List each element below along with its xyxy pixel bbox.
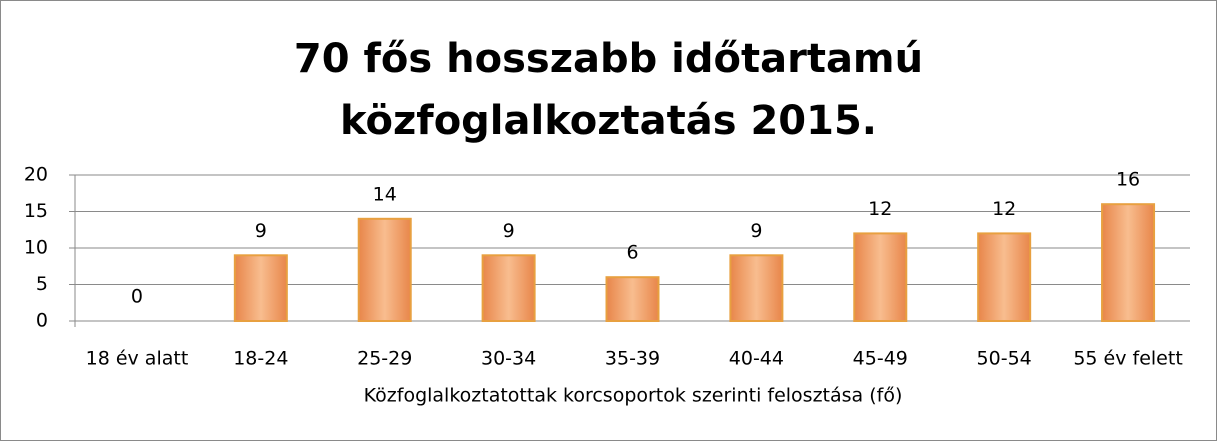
x-tick-label: 25-29 [357,348,412,370]
x-tick-label: 55 év felett [1073,348,1182,370]
bar [481,254,536,322]
bar [233,254,288,322]
x-tick-label: 40-44 [729,348,784,370]
data-label: 0 [131,286,143,308]
y-tick-label: 20 [24,164,48,186]
bar [605,276,660,323]
bar [853,232,908,322]
bar [729,254,784,322]
x-tick-label: 18-24 [233,348,288,370]
chart-title: 70 fős hosszabb időtartamú közfoglalkozt… [293,36,924,144]
data-label: 9 [750,220,762,242]
x-tick-label: 45-49 [853,348,908,370]
data-label: 12 [868,198,892,220]
y-tick-label: 15 [24,200,48,222]
y-tick-label: 0 [36,310,48,332]
x-axis-title: Közfoglalkoztatottak korcsoportok szerin… [364,385,903,407]
y-tick-label: 10 [24,237,48,259]
data-label: 12 [992,198,1016,220]
data-label: 14 [373,183,397,205]
data-label: 9 [255,220,267,242]
x-tick-label: 35-39 [605,348,660,370]
x-tick-label: 18 év alatt [86,348,189,370]
bar [1101,203,1156,322]
data-label: 9 [503,220,515,242]
x-tick-label: 50-54 [977,348,1032,370]
y-tick-label: 5 [36,273,48,295]
x-tick-label: 30-34 [481,348,536,370]
data-label: 6 [626,242,638,264]
data-label: 16 [1116,169,1140,191]
bar [977,232,1032,322]
bar [357,217,412,322]
